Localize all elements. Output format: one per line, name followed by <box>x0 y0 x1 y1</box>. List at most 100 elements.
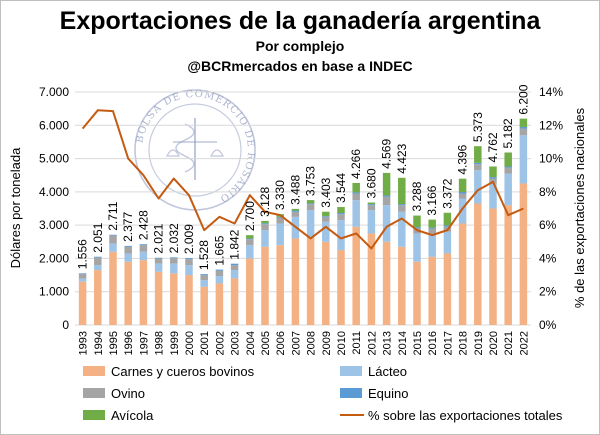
bar-segment <box>230 278 239 325</box>
bar-segment <box>200 280 208 287</box>
bar-segment <box>230 263 239 266</box>
x-tick-label: 1998 <box>154 331 166 355</box>
bar-segment <box>322 211 330 217</box>
y2-tick-label: 6% <box>539 218 557 232</box>
x-tick-label: 2007 <box>290 331 302 355</box>
bar-segment <box>443 212 452 226</box>
x-tick-label: 1996 <box>123 331 135 355</box>
bar-segment <box>230 270 239 279</box>
total-data-label: 2.009 <box>182 224 196 254</box>
bar-segment <box>367 210 376 234</box>
x-tick-label: 2009 <box>321 331 333 355</box>
x-tick-label: 2008 <box>306 331 318 355</box>
bar-segment <box>458 178 467 192</box>
seal-inner-ring <box>148 103 242 197</box>
bar-segment <box>428 256 436 325</box>
bar-segment <box>413 261 421 325</box>
bar-segment <box>246 258 254 325</box>
x-tick-label: 2021 <box>503 331 515 355</box>
y-tick-label: 4.000 <box>39 185 69 199</box>
bar-segment <box>504 173 512 206</box>
share-line <box>81 109 524 250</box>
bar-segment <box>337 207 345 214</box>
bar-segment <box>215 270 224 277</box>
total-data-label: 4.762 <box>486 132 500 162</box>
y2-tick-label: 8% <box>539 185 557 199</box>
bar-segment <box>428 233 436 257</box>
bar-segment <box>109 243 117 252</box>
gridlines <box>75 91 531 326</box>
bar-segment <box>261 230 269 247</box>
x-tick-label: 2003 <box>230 331 242 355</box>
bar-segment <box>185 265 193 276</box>
x-tick-label: 2001 <box>199 331 211 355</box>
bar-segment <box>337 214 345 221</box>
bar-segment <box>504 167 512 174</box>
x-tick-label: 2013 <box>382 331 394 355</box>
bar-segment <box>474 146 482 163</box>
y-axis-ticks: 0 1.000 2.000 3.000 4.000 5.000 6.000 7.000 <box>39 85 69 332</box>
bar-segment <box>154 263 163 272</box>
bar-segment <box>94 257 102 266</box>
bar-segment <box>230 265 239 271</box>
bar-segment <box>261 224 269 231</box>
x-tick-label: 2004 <box>245 331 257 355</box>
legend-label: Ovino <box>111 386 145 401</box>
legend-label: Equino <box>368 386 408 401</box>
x-tick-label: 2022 <box>518 331 530 355</box>
bar-segment <box>109 234 117 236</box>
bar-segment <box>489 166 497 178</box>
bar-segment <box>443 253 452 325</box>
total-data-label: 1.556 <box>76 239 90 269</box>
bar-segment <box>337 250 345 325</box>
bar-segment <box>382 205 391 242</box>
x-tick-label: 2016 <box>427 331 439 355</box>
y-tick-label: 0 <box>62 318 69 332</box>
y2-axis-label: % de las exportaciones nacionales <box>572 107 587 308</box>
total-data-label: 3.288 <box>410 181 424 211</box>
total-data-label: 3.166 <box>425 185 439 215</box>
bar-segment <box>215 269 224 271</box>
total-data-label: 4.569 <box>380 139 394 169</box>
x-tick-label: 2006 <box>275 331 287 355</box>
bar-segment <box>94 256 102 258</box>
y-tick-label: 1.000 <box>39 285 69 299</box>
bar-segment <box>78 281 87 325</box>
bar-segment <box>519 183 528 325</box>
bar-segment <box>261 246 269 325</box>
x-tick-label: 2017 <box>442 331 454 355</box>
total-data-label: 3.488 <box>288 175 302 205</box>
bar-segment <box>291 211 300 217</box>
bar-segment <box>352 192 360 194</box>
bar-segment <box>78 273 87 274</box>
y-tick-label: 3.000 <box>39 218 69 232</box>
bar-segment <box>428 219 436 228</box>
bar-segment <box>504 152 512 167</box>
total-data-label: 3.403 <box>319 177 333 207</box>
bar-segment <box>124 245 132 247</box>
seal-scale-pans <box>165 149 225 157</box>
total-data-label: 3.680 <box>364 168 378 198</box>
x-tick-label: 2000 <box>184 331 196 355</box>
bar-segment <box>504 205 512 325</box>
bar-segment <box>458 193 467 199</box>
legend-label: % sobre las exportaciones totales <box>368 408 563 423</box>
x-tick-label: 2012 <box>366 331 378 355</box>
bar-segment <box>398 211 406 247</box>
bar-segment <box>352 226 360 325</box>
bar-segment <box>94 270 102 325</box>
bar-segment <box>382 196 391 206</box>
bar-segment <box>413 215 421 228</box>
bar-segment <box>306 203 315 205</box>
x-tick-label: 2018 <box>458 331 470 355</box>
bar-segment <box>474 162 482 165</box>
bar-segment <box>337 213 345 215</box>
x-tick-label: 2014 <box>397 331 409 355</box>
bar-segment <box>458 223 467 325</box>
bar-segment <box>154 271 163 325</box>
bar-segment <box>139 244 148 246</box>
bar-segment <box>398 205 406 212</box>
bar-segment <box>306 236 315 325</box>
bar-segment <box>154 258 163 264</box>
